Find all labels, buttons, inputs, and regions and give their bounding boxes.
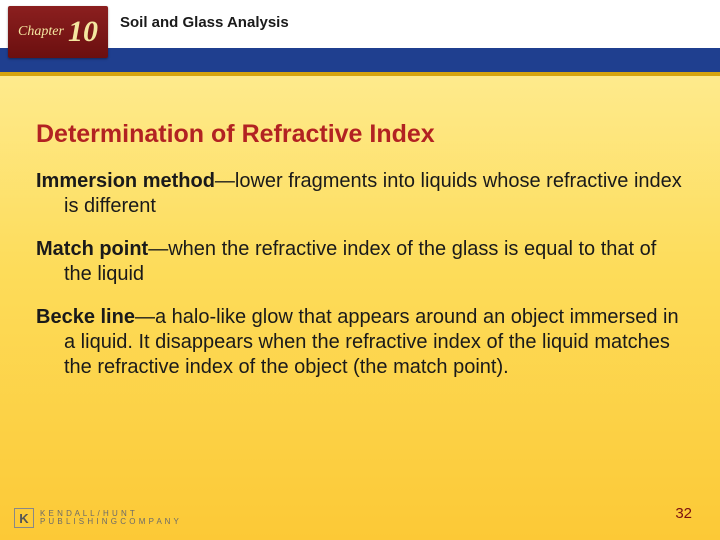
page-number: 32 <box>675 505 692 522</box>
definition-body: —when the refractive index of the glass … <box>64 238 656 285</box>
definition-term: Match point <box>36 238 148 260</box>
definition-term: Becke line <box>36 306 135 328</box>
publisher-line2: P U B L I S H I N G C O M P A N Y <box>40 518 179 526</box>
header-band: Chapter 10 Soil and Glass Analysis <box>0 0 720 72</box>
publisher-text: K E N D A L L / H U N T P U B L I S H I … <box>40 510 179 526</box>
slide: Chapter 10 Soil and Glass Analysis Deter… <box>0 0 720 540</box>
chapter-label: Chapter <box>18 24 64 40</box>
definition-term: Immersion method <box>36 170 215 192</box>
definition-item: Match point—when the refractive index of… <box>36 237 684 287</box>
definition-item: Becke line—a halo-like glow that appears… <box>36 305 684 380</box>
definition-item: Immersion method—lower fragments into li… <box>36 169 684 219</box>
chapter-badge: Chapter 10 <box>8 6 108 58</box>
definition-body: —a halo-like glow that appears around an… <box>64 306 679 378</box>
publisher-logo: K K E N D A L L / H U N T P U B L I S H … <box>14 508 179 528</box>
slide-heading: Determination of Refractive Index <box>36 120 684 149</box>
content-area: Determination of Refractive Index Immers… <box>36 120 684 398</box>
chapter-number: 10 <box>68 15 98 49</box>
chapter-title: Soil and Glass Analysis <box>120 14 289 31</box>
publisher-logo-icon: K <box>14 508 34 528</box>
